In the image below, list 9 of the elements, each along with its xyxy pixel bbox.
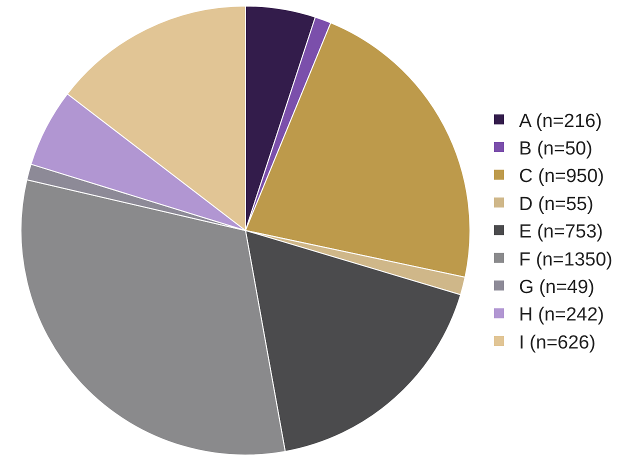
legend-label: I (n=626) — [519, 332, 596, 354]
legend-label: A (n=216) — [519, 110, 602, 132]
legend-label: E (n=753) — [519, 222, 603, 243]
legend-label: B (n=50) — [519, 138, 592, 160]
legend-label: H (n=242) — [519, 304, 604, 326]
legend-label: C (n=950) — [519, 166, 604, 188]
legend-label: G (n=49) — [519, 276, 595, 298]
legend-label: F (n=1350) — [519, 249, 612, 270]
legend-label: D (n=55) — [519, 194, 594, 215]
